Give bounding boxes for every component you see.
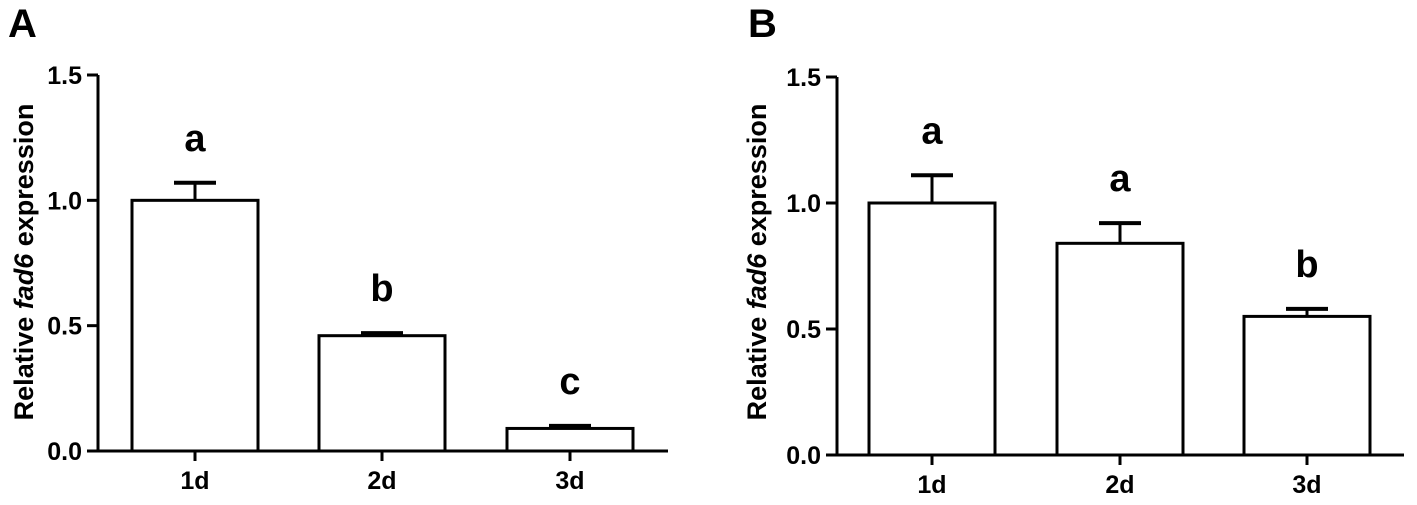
panel-a-x-tick-label: 3d (555, 467, 584, 495)
panel-a-bar (505, 426, 635, 453)
panel-a-y-tick-label: 1.5 (47, 62, 82, 90)
panel-b-significance-letter: b (1295, 244, 1318, 286)
panel-a-x-tick-label: 1d (180, 467, 209, 495)
panel-b-bar (867, 201, 997, 457)
panel-a-plot: 0.0 0.5 1.0 1.5 a 1d b 2d c 3d (47, 62, 668, 495)
panel-a-significance-letter: b (370, 268, 393, 310)
panel-b-x-tick-label: 2d (1105, 471, 1134, 499)
panel-a-label: A (8, 2, 37, 46)
panel-b-y-tick-label: 0.5 (786, 316, 821, 344)
panel-b-y-tick-label: 1.5 (786, 64, 821, 92)
panel-b-bar (1242, 314, 1372, 457)
panel-b-y-tick-label: 1.0 (786, 190, 821, 218)
panel-b-plot: 0.0 0.5 1.0 1.5 a 1d a 2d b 3d (786, 64, 1404, 499)
panel-a-y-tick-label: 0.5 (47, 313, 82, 341)
panel-b-bar (1055, 241, 1185, 457)
panel-a-ylabel: Relative fad6 expression (9, 104, 39, 421)
panel-a-y-tick-label: 0.0 (47, 438, 82, 466)
panel-b: B Relative fad6 expression 0.0 0.5 1.0 1.5 a… (742, 2, 1404, 499)
panel-a: A Relative fad6 expression 0.0 0.5 1.0 1.5 a… (8, 2, 668, 495)
panel-a-significance-letter: c (559, 361, 580, 403)
panel-b-significance-letter: a (921, 110, 943, 152)
panel-a-significance-letter: a (184, 118, 206, 160)
panel-a-bar (130, 198, 260, 453)
panel-b-x-tick-label: 3d (1292, 471, 1321, 499)
panel-b-y-tick-label: 0.0 (786, 442, 821, 470)
panel-b-x-tick-label: 1d (917, 471, 946, 499)
panel-b-significance-letter: a (1109, 158, 1131, 200)
panel-a-bar (317, 334, 447, 453)
panel-b-ylabel: Relative fad6 expression (742, 104, 772, 421)
panel-a-x-tick-label: 2d (367, 467, 396, 495)
panel-b-label: B (748, 2, 777, 46)
panel-a-y-tick-label: 1.0 (47, 187, 82, 215)
